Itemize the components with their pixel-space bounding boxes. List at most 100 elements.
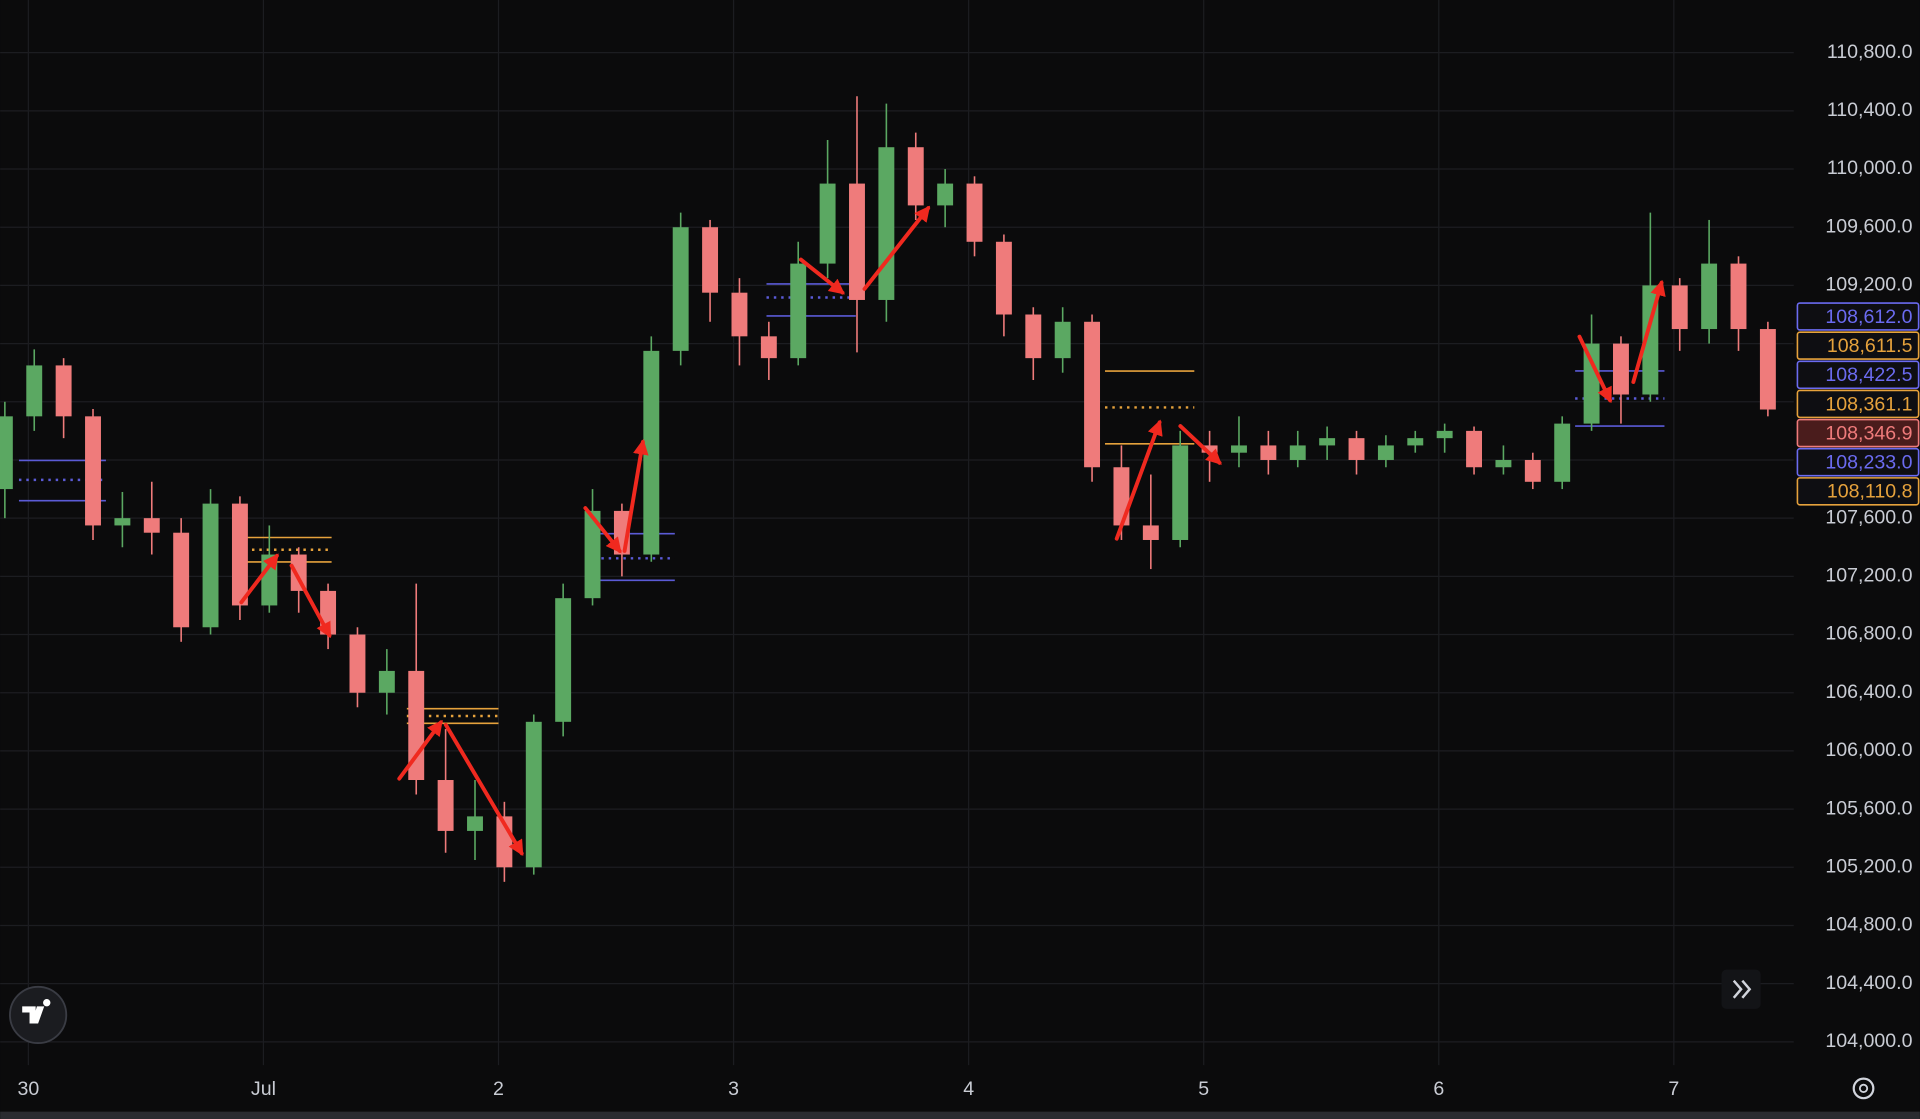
candle-body (1583, 343, 1600, 424)
y-tick-label: 107,200.0 (1825, 565, 1912, 587)
candle-body (1524, 459, 1541, 482)
candle-body (1407, 438, 1424, 446)
x-tick-label: 4 (963, 1078, 974, 1100)
price-label-text: 108,361.1 (1825, 393, 1912, 415)
y-tick-label: 110,800.0 (1827, 41, 1913, 63)
candle-body (1025, 314, 1042, 359)
y-tick-label: 109,600.0 (1825, 215, 1912, 237)
candle-body (1319, 438, 1336, 446)
scroll-button[interactable] (1721, 969, 1761, 1009)
x-tick-label: Jul (251, 1078, 276, 1100)
candle-body (1260, 445, 1277, 460)
candle-body (995, 241, 1012, 315)
y-tick-label: 104,400.0 (1825, 972, 1912, 994)
candle-body (349, 634, 366, 693)
candle-body (26, 365, 43, 417)
annotations (239, 205, 1666, 857)
candle-body (760, 336, 777, 359)
candle-body (0, 416, 13, 490)
candle-body (1466, 430, 1483, 468)
arrow (798, 257, 845, 295)
candle-body (966, 183, 983, 242)
price-label-text: 108,612.0 (1825, 306, 1912, 328)
candle-body (114, 518, 131, 526)
x-tick-label: 2 (493, 1078, 504, 1100)
candle-body (819, 183, 836, 264)
candle-body (143, 518, 160, 533)
arrow (1631, 279, 1666, 384)
price-label-box (1796, 360, 1920, 390)
candle-body (290, 554, 307, 591)
candle-body (378, 670, 395, 693)
y-tick-label: 104,800.0 (1825, 914, 1912, 936)
x-tick-label: 7 (1668, 1078, 1679, 1100)
candle-body (1436, 430, 1453, 439)
arrow (1114, 419, 1163, 541)
candle-body (702, 227, 719, 293)
price-label-box (1796, 447, 1920, 477)
arrow (239, 553, 279, 605)
arrow (397, 719, 443, 781)
x-tick-label: 3 (728, 1078, 739, 1100)
candle-body (231, 503, 248, 606)
x-tick-label: 6 (1433, 1078, 1444, 1100)
arrow (622, 438, 649, 553)
candle-body (731, 292, 748, 337)
price-label-box (1796, 477, 1920, 506)
arrow (289, 563, 332, 639)
price-label-box (1796, 331, 1920, 360)
candle-body (790, 263, 807, 359)
settings-button[interactable] (1852, 1077, 1875, 1100)
arrow (583, 506, 622, 554)
settings-icon[interactable] (1852, 1077, 1875, 1100)
candle-body (1759, 329, 1776, 410)
candle-body (1231, 445, 1247, 453)
candle-body (849, 183, 865, 300)
bottom-bar (0, 1111, 1920, 1119)
candle-body (1172, 445, 1189, 540)
candle-body (1289, 445, 1306, 460)
axes: 104,000.0 104,400.0 104,800.0 105,200.0 105,… (17, 41, 1912, 1100)
candle-body (525, 721, 542, 868)
candle-body (1495, 459, 1512, 468)
candle-body (1701, 263, 1718, 330)
candles (0, 96, 1776, 882)
candle-body (1084, 321, 1101, 468)
candle-body (437, 780, 454, 831)
candle-body (261, 554, 278, 606)
candle-body (1671, 285, 1688, 330)
arrow (443, 722, 524, 857)
candle-body (85, 416, 101, 526)
x-tick-label: 30 (17, 1078, 39, 1100)
price-label-box (1796, 302, 1920, 331)
arrow (1178, 424, 1222, 465)
price-label-box (1796, 418, 1920, 448)
candle-body (1613, 343, 1629, 395)
candle-body (173, 532, 190, 628)
candle-body (1142, 525, 1159, 540)
candle-body (202, 503, 219, 628)
candle-body (907, 147, 924, 206)
candle-body (643, 350, 660, 555)
y-tick-label: 104,000.0 (1825, 1030, 1912, 1052)
logo-mark (22, 999, 51, 1024)
logo[interactable] (9, 985, 68, 1045)
y-tick-label: 107,600.0 (1825, 506, 1912, 528)
x-tick-label: 5 (1198, 1078, 1209, 1100)
candle-body (1054, 321, 1071, 359)
price-label-box (1796, 389, 1920, 419)
price-label-text: 108,233.0 (1825, 452, 1912, 474)
candle-body (55, 365, 72, 417)
price-label-text: 108,422.5 (1825, 364, 1912, 386)
y-tick-label: 110,000.0 (1827, 157, 1913, 179)
arrow (862, 205, 931, 291)
y-tick-label: 110,400.0 (1827, 99, 1913, 121)
candle-body (1348, 438, 1365, 460)
candle-body (1113, 467, 1130, 526)
candle-body (672, 227, 689, 351)
candle-body (937, 183, 954, 206)
y-tick-label: 109,200.0 (1825, 274, 1912, 296)
y-tick-label: 106,800.0 (1825, 623, 1912, 645)
